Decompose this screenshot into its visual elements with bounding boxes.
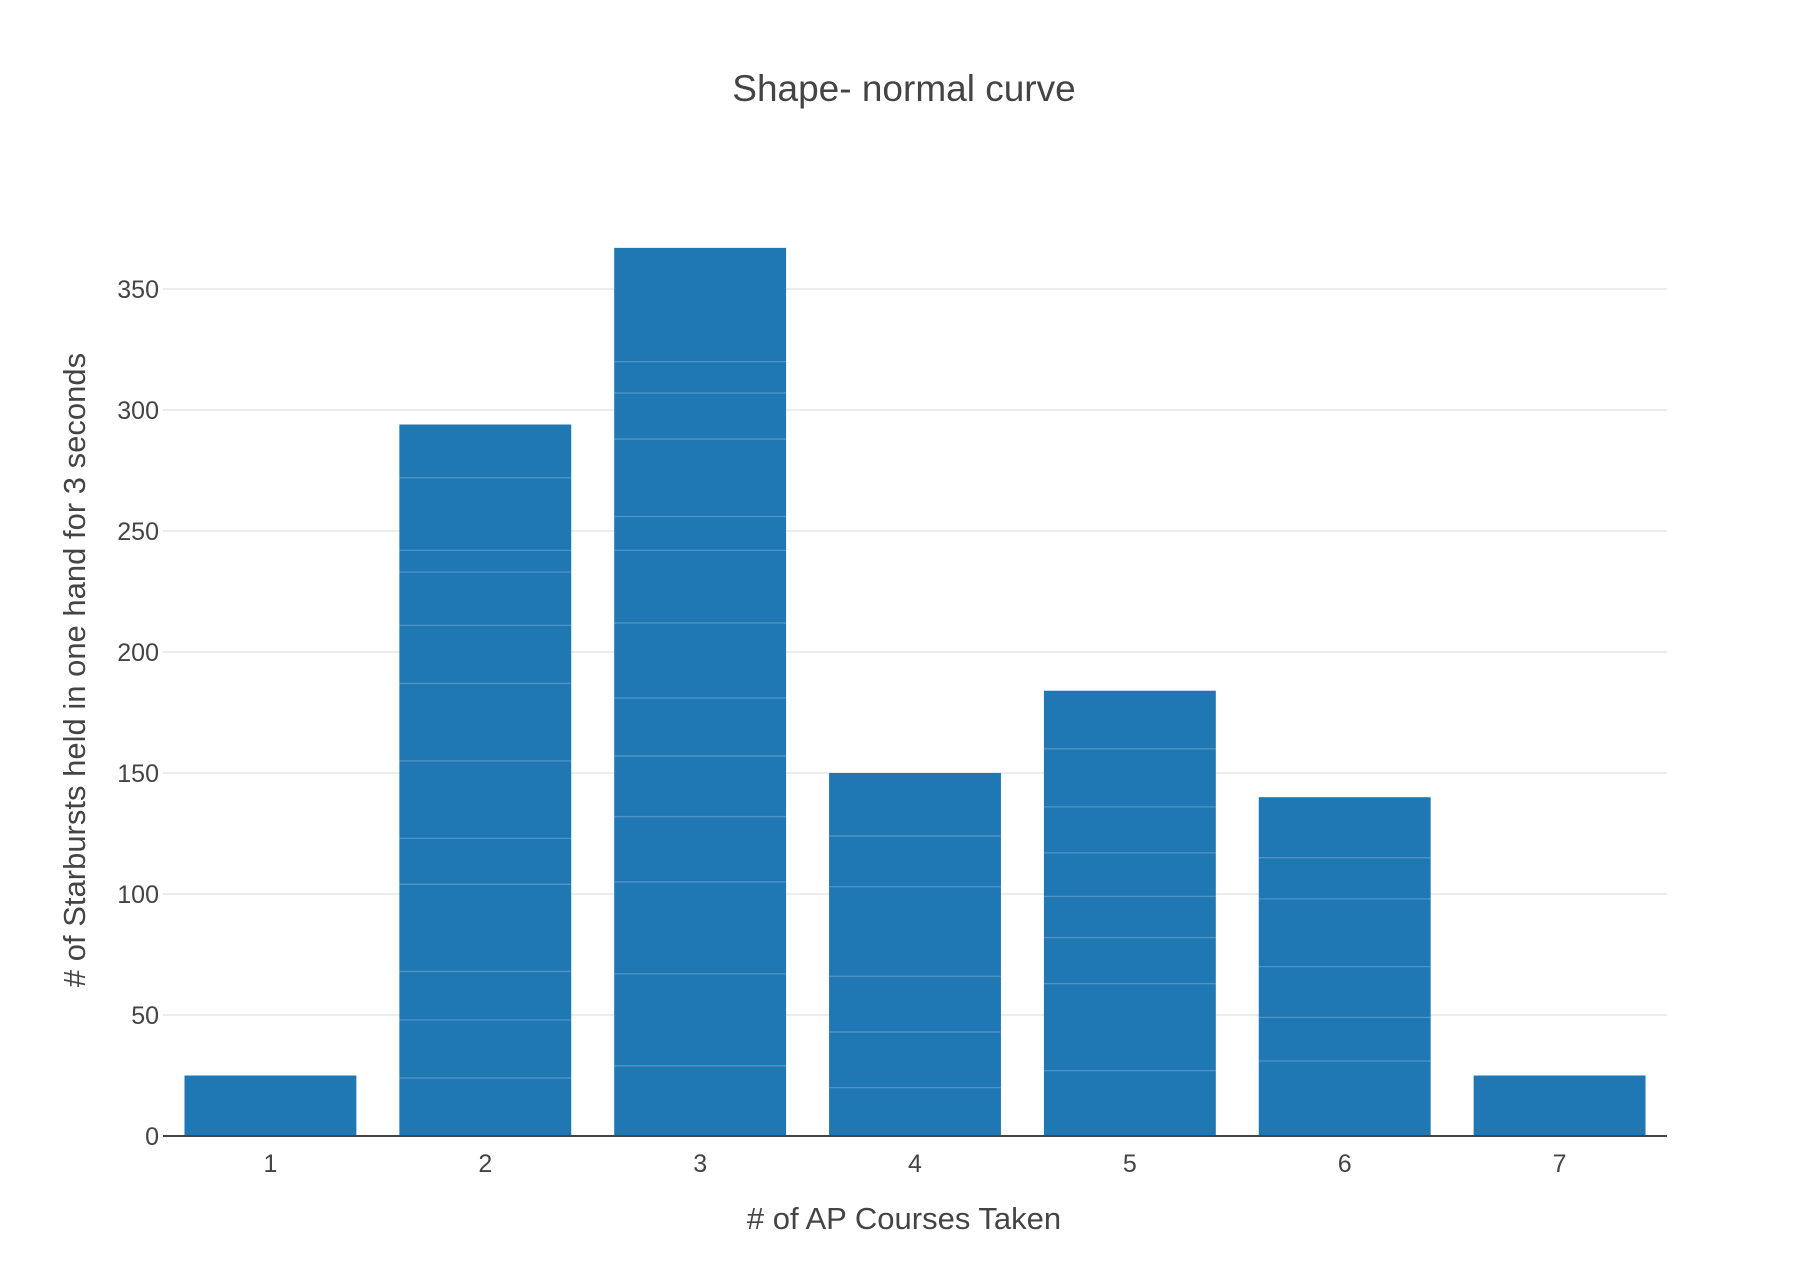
y-tick-labels: 0 50 100 150 200 250 300 350 (117, 276, 159, 1151)
bar-6 (1258, 797, 1431, 1136)
x-tick-label: 7 (1553, 1150, 1567, 1178)
bar-2 (399, 424, 572, 1136)
x-tick-label: 3 (693, 1150, 707, 1178)
y-tick-label: 50 (131, 1002, 159, 1030)
y-tick-label: 150 (117, 760, 159, 788)
x-tick-labels: 1 2 3 4 5 6 7 (263, 1150, 1566, 1178)
bar-5 (1043, 690, 1216, 1136)
y-tick-label: 0 (145, 1123, 159, 1151)
y-tick-label: 350 (117, 276, 159, 304)
bar-3 (614, 247, 787, 1137)
x-tick-label: 2 (478, 1150, 492, 1178)
bar-4 (829, 773, 1001, 1136)
bars (184, 247, 1646, 1137)
x-tick-label: 4 (908, 1150, 922, 1178)
y-axis-title: # of Starbursts held in one hand for 3 s… (57, 353, 92, 987)
y-tick-label: 100 (117, 881, 159, 909)
y-tick-label: 250 (117, 518, 159, 546)
x-tick-label: 1 (263, 1150, 277, 1178)
x-axis-title: # of AP Courses Taken (747, 1201, 1061, 1236)
bar-1 (184, 1075, 357, 1136)
bar-7 (1473, 1075, 1646, 1136)
x-tick-label: 5 (1123, 1150, 1137, 1178)
y-tick-label: 200 (117, 639, 159, 667)
x-tick-label: 6 (1338, 1150, 1352, 1178)
chart-title: Shape- normal curve (732, 68, 1075, 109)
y-tick-label: 300 (117, 397, 159, 425)
